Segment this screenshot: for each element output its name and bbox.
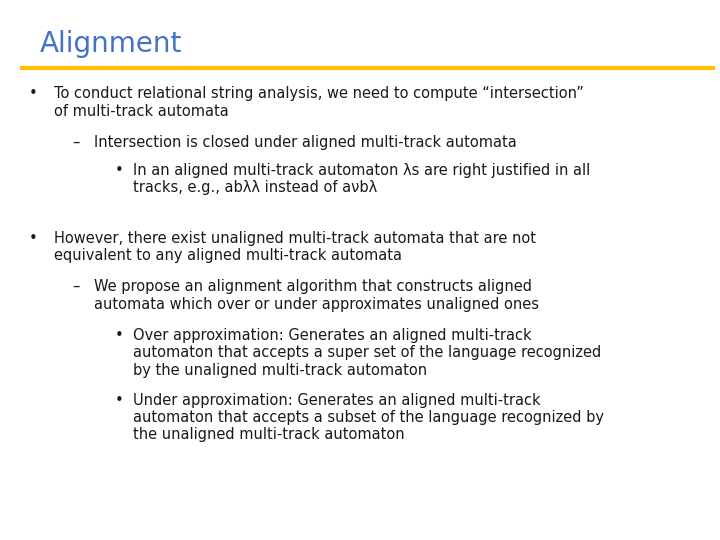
Text: •: • bbox=[29, 231, 37, 246]
Text: –: – bbox=[72, 279, 79, 294]
Text: To conduct relational string analysis, we need to compute “intersection”
of mult: To conduct relational string analysis, w… bbox=[54, 86, 584, 119]
Text: –: – bbox=[72, 135, 79, 150]
Text: •: • bbox=[29, 86, 37, 102]
Text: Intersection is closed under aligned multi-track automata: Intersection is closed under aligned mul… bbox=[94, 135, 516, 150]
Text: •: • bbox=[115, 163, 124, 178]
Text: We propose an alignment algorithm that constructs aligned
automata which over or: We propose an alignment algorithm that c… bbox=[94, 279, 539, 312]
Text: •: • bbox=[115, 393, 124, 408]
Text: In an aligned multi-track automaton λs are right justified in all
tracks, e.g., : In an aligned multi-track automaton λs a… bbox=[133, 163, 590, 195]
Text: However, there exist unaligned multi-track automata that are not
equivalent to a: However, there exist unaligned multi-tra… bbox=[54, 231, 536, 263]
Text: Under approximation: Generates an aligned multi-track
automaton that accepts a s: Under approximation: Generates an aligne… bbox=[133, 393, 604, 442]
Text: Alignment: Alignment bbox=[40, 30, 182, 58]
Text: Over approximation: Generates an aligned multi-track
automaton that accepts a su: Over approximation: Generates an aligned… bbox=[133, 328, 601, 377]
Text: •: • bbox=[115, 328, 124, 343]
